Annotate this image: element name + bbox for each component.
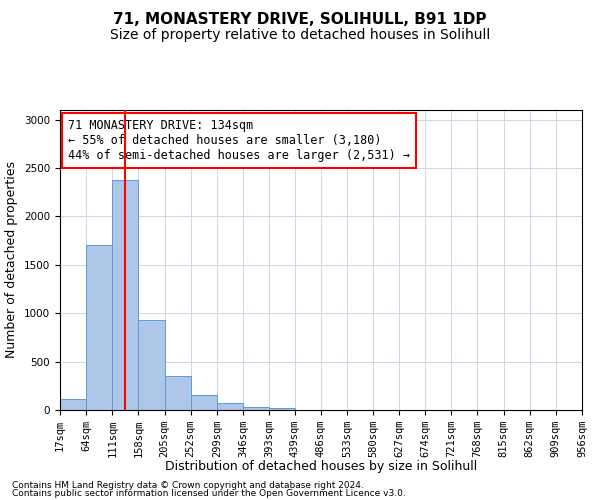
Bar (112, 180, 139, 410)
Bar (243, 407, 269, 410)
Bar (191, 395, 217, 410)
Y-axis label: Number of detached properties: Number of detached properties (5, 162, 19, 358)
Bar (269, 408, 295, 410)
Bar (164, 376, 191, 410)
Text: 71, MONASTERY DRIVE, SOLIHULL, B91 1DP: 71, MONASTERY DRIVE, SOLIHULL, B91 1DP (113, 12, 487, 28)
Text: Contains HM Land Registry data © Crown copyright and database right 2024.: Contains HM Land Registry data © Crown c… (12, 480, 364, 490)
Text: 71 MONASTERY DRIVE: 134sqm
← 55% of detached houses are smaller (3,180)
44% of s: 71 MONASTERY DRIVE: 134sqm ← 55% of deta… (68, 119, 410, 162)
Bar (86, 246, 112, 410)
Bar (139, 320, 164, 410)
Bar (217, 402, 243, 410)
Text: Contains public sector information licensed under the Open Government Licence v3: Contains public sector information licen… (12, 489, 406, 498)
Text: Size of property relative to detached houses in Solihull: Size of property relative to detached ho… (110, 28, 490, 42)
X-axis label: Distribution of detached houses by size in Solihull: Distribution of detached houses by size … (165, 460, 477, 473)
Bar (60, 400, 86, 410)
